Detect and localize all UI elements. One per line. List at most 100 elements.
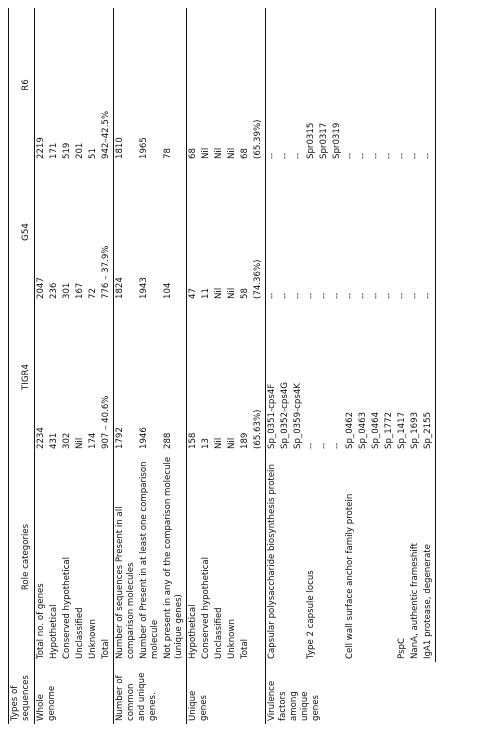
g54-cell: -- bbox=[371, 292, 381, 299]
table-row: NanA, authentic frameshift Sp_1693 -- -- bbox=[409, 8, 422, 724]
role-cell: PspC bbox=[397, 638, 407, 659]
g54-cell: -- bbox=[332, 292, 342, 299]
role-cell: Type 2 capsule locus bbox=[306, 570, 316, 659]
r6-cell: 2219 bbox=[34, 8, 48, 162]
role-cell: Not present in any of the comparison mol… bbox=[163, 456, 184, 659]
header-r6: R6 bbox=[8, 8, 35, 162]
tigr4-cell: Sp_0464 bbox=[371, 411, 381, 449]
table-row: Sp_1772 -- -- bbox=[383, 8, 396, 724]
role-cell bbox=[331, 452, 344, 662]
table-row: Not present in any of the comparison mol… bbox=[162, 8, 187, 724]
tigr4-cell: 288 bbox=[163, 432, 173, 449]
role-cell: Hypothetical bbox=[49, 604, 59, 660]
r6-cell: -- bbox=[371, 152, 381, 159]
role-cell: Conserved hypothetical bbox=[201, 556, 211, 659]
role-cell bbox=[252, 452, 266, 662]
table-row: Total 907 – 40.6% 776 – 37.9% 942–42.5% bbox=[100, 8, 114, 724]
g54-cell: -- bbox=[422, 162, 436, 302]
role-cell: Unknown bbox=[88, 619, 98, 659]
table-body: Whole genome Total no. of genes 2234 2047 22… bbox=[34, 8, 436, 724]
group-label: Whole genome bbox=[34, 662, 114, 724]
table-row: (65.63%) (74.36%) (65.39%) bbox=[252, 8, 266, 724]
role-cell: Total bbox=[101, 638, 111, 659]
r6-cell: Nil bbox=[214, 147, 224, 159]
r6-cell: -- bbox=[280, 152, 290, 159]
g54-cell: 776 – 37.9% bbox=[101, 245, 111, 299]
role-cell: Cell wall surface anchor family protein bbox=[345, 493, 355, 659]
r6-cell: 68 bbox=[186, 8, 200, 162]
r6-cell: (65.39%) bbox=[253, 119, 263, 159]
role-cell bbox=[383, 452, 396, 662]
r6-cell: 519 bbox=[62, 142, 72, 159]
role-cell: Unclassified bbox=[214, 607, 224, 659]
table-row: Total 189 58 68 bbox=[239, 8, 252, 724]
g54-cell: 1824 bbox=[113, 162, 138, 302]
group-label: Unique genes bbox=[186, 662, 266, 724]
g54-cell: -- bbox=[306, 292, 316, 299]
r6-cell: 1810 bbox=[113, 8, 138, 162]
g54-cell: 301 bbox=[62, 282, 72, 299]
tigr4-cell: 13 bbox=[201, 438, 211, 449]
tigr4-cell: Nil bbox=[227, 437, 237, 449]
tigr4-cell: 1946 bbox=[139, 427, 149, 449]
tigr4-cell: Sp_1417 bbox=[397, 411, 407, 449]
table-row: Sp_0463 -- -- bbox=[357, 8, 370, 724]
r6-cell: -- bbox=[265, 8, 279, 162]
table-row: Sp_0352-cps4G -- -- bbox=[279, 8, 292, 724]
table-row: -- -- Spr0317 bbox=[318, 8, 331, 724]
group-label: Number of common and unique genes. bbox=[113, 662, 187, 724]
role-cell: Number of sequences Present in all compa… bbox=[113, 452, 138, 662]
genome-comparison-table: Types of sequences Role categories TIGR4… bbox=[8, 8, 436, 724]
table-row: Unknown 174 72 51 bbox=[87, 8, 100, 724]
role-cell: NanA, authentic frameshift bbox=[410, 543, 420, 659]
r6-cell: -- bbox=[293, 152, 303, 159]
g54-cell: 104 bbox=[163, 282, 173, 299]
r6-cell: 1965 bbox=[139, 137, 149, 159]
g54-cell: 47 bbox=[186, 162, 200, 302]
g54-cell: -- bbox=[345, 292, 355, 299]
tigr4-cell: (65.63%) bbox=[253, 409, 263, 449]
r6-cell: 171 bbox=[49, 142, 59, 159]
table-row: -- -- Spr0319 bbox=[331, 8, 344, 724]
tigr4-cell: Sp_0462 bbox=[345, 411, 355, 449]
g54-cell: 167 bbox=[75, 282, 85, 299]
tigr4-cell: Sp_2155 bbox=[422, 302, 436, 452]
tigr4-cell: Sp_0463 bbox=[358, 411, 368, 449]
g54-cell: (74.36%) bbox=[253, 259, 263, 299]
tigr4-cell: Sp_1772 bbox=[384, 411, 394, 449]
r6-cell: Spr0315 bbox=[306, 122, 316, 159]
table-row: Virulence factors among unique genes Caps… bbox=[265, 8, 436, 724]
tigr4-cell: -- bbox=[319, 442, 329, 449]
table-row: Number of common and unique genes. Number… bbox=[113, 8, 187, 724]
r6-cell: 78 bbox=[163, 148, 173, 159]
tigr4-cell: Nil bbox=[214, 437, 224, 449]
g54-cell: 11 bbox=[201, 288, 211, 299]
r6-cell: -- bbox=[422, 8, 436, 162]
tigr4-cell: 158 bbox=[186, 302, 200, 452]
tigr4-cell: 1792 bbox=[113, 302, 138, 452]
r6-cell: 942–42.5% bbox=[101, 111, 111, 159]
tigr4-cell: 302 bbox=[62, 432, 72, 449]
group-label: Virulence factors among unique genes bbox=[265, 662, 436, 724]
role-cell bbox=[370, 452, 383, 662]
r6-cell: -- bbox=[358, 152, 368, 159]
role-cell bbox=[292, 452, 305, 662]
role-cell: Unclassified bbox=[75, 607, 85, 659]
g54-cell: Nil bbox=[227, 287, 237, 299]
tigr4-cell: 174 bbox=[88, 432, 98, 449]
r6-cell: -- bbox=[384, 152, 394, 159]
table-row: Unclassified Nil 167 201 bbox=[74, 8, 87, 724]
g54-cell: -- bbox=[358, 292, 368, 299]
g54-cell: 1943 bbox=[139, 277, 149, 299]
g54-cell: Nil bbox=[214, 287, 224, 299]
table-row: PspC Sp_1417 -- -- bbox=[396, 8, 409, 724]
r6-cell: 68 bbox=[240, 148, 250, 159]
r6-cell: -- bbox=[345, 152, 355, 159]
tigr4-cell: 2234 bbox=[34, 302, 48, 452]
g54-cell: 58 bbox=[240, 288, 250, 299]
r6-cell: 51 bbox=[88, 148, 98, 159]
role-cell: Unknown bbox=[227, 619, 237, 659]
header-g54: G54 bbox=[8, 162, 35, 302]
tigr4-cell: 907 – 40.6% bbox=[101, 395, 111, 449]
g54-cell: 72 bbox=[88, 288, 98, 299]
